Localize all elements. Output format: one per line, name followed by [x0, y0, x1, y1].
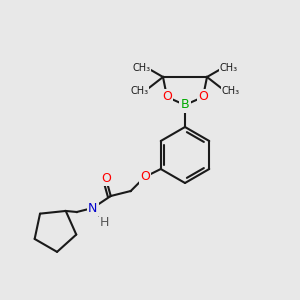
Text: N: N: [88, 202, 98, 214]
Text: O: O: [198, 91, 208, 103]
Text: O: O: [140, 170, 150, 184]
Text: O: O: [162, 91, 172, 103]
Text: CH₃: CH₃: [222, 86, 240, 96]
Text: CH₃: CH₃: [132, 63, 151, 73]
Text: O: O: [101, 172, 111, 184]
Text: CH₃: CH₃: [220, 63, 238, 73]
Text: B: B: [181, 98, 189, 112]
Text: H: H: [100, 215, 110, 229]
Text: CH₃: CH₃: [130, 86, 148, 96]
